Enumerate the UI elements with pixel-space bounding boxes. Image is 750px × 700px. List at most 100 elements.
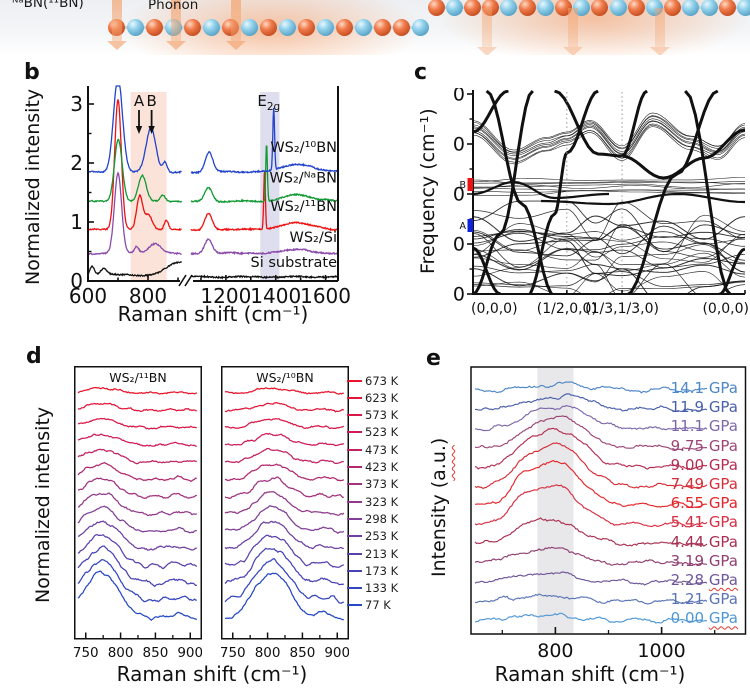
legend-line-swatch [347,552,362,555]
y-tick-label: 0 [70,269,83,293]
pressure-label: 14.1 GPa [562,379,738,397]
pressure-unit: GPa [708,398,738,417]
legend-line-swatch [347,517,362,520]
x-tick-label: 850 [143,645,169,661]
x-tick-label: 850 [290,645,316,661]
temperature-raman-svg-1: WS₂/¹⁰BN 750 800 850 900 [221,366,349,661]
spectrum-curve [87,261,183,278]
boron-atom [335,18,353,36]
x-tick-label: 800 [129,284,167,308]
pressure-trace [474,404,708,432]
boron-atom [427,0,445,16]
x-tick-label: 800 [255,645,281,661]
x-tick-label: 750 [221,645,246,661]
legend-line-swatch [347,500,362,503]
panel-e-y-axis-title: Intensity (a.u.) [428,392,450,622]
peak-annotation-letter: A [134,92,145,110]
legend-item: 298 K [347,510,398,527]
temperature-trace [224,547,344,586]
phonon-branch [473,115,745,153]
legend-line-swatch [347,535,362,538]
temperature-trace [224,572,344,621]
pressure-label: 3.19 GPa [562,552,738,570]
legend-item: 673 K [347,372,398,389]
temperature-trace [224,505,345,535]
phonon-branch [527,90,599,294]
nitrogen-atom [354,18,372,36]
temperature-trace [224,387,344,395]
raman-spectra-chart: 600 800 1200 1400 1600 0 1 2 3 A B E2g Si substrate W… [70,84,352,316]
pressure-label: 2.28 GPa [562,571,738,589]
pressure-trace [474,593,708,605]
pressure-label: 9.75 GPa [562,437,738,455]
boron-atom [718,0,736,16]
panel-b-x-axis-title: Raman shift (cm⁻¹) [117,302,309,326]
pressure-label: 4.44 GPa [562,533,738,551]
temperature-trace [77,433,197,447]
x-tick-label: 600 [70,284,107,308]
phonon-branch [473,246,501,294]
pressure-trace [474,517,708,547]
y-tick-label: 850 [452,134,465,156]
boron-atom [392,18,410,36]
pressure-value: 5.41 [670,513,709,532]
panel-c-y-axis-title: Frequency (cm⁻¹) [417,108,439,274]
legend-line-swatch [347,483,362,486]
phonon-branch [473,177,745,183]
pressure-raman-chart: 800 1000 [470,366,747,666]
phonon-arrow-icon [650,8,670,55]
phonon-dispersion-svg: 700 750 800 850 900 (0,0,0) (1/2,0,0)(1/3,1/3,… [452,88,749,317]
temperature-trace [77,402,197,413]
pressure-trace [474,427,708,471]
temperature-trace [77,461,197,483]
crystal-label: ᴺᵃBN(¹¹BN) [12,0,84,11]
x-tick-label: 900 [324,645,349,661]
phonon-branch [473,190,745,196]
boron-atom [627,0,645,16]
pressure-value: 9.00 [670,455,709,474]
phonon-branch [473,184,745,190]
legend-item: 253 K [347,528,398,545]
spectrum-curve [87,171,182,256]
temperature-trace [77,492,198,517]
legend-item: 573 K [347,407,398,424]
phonon-branch [473,244,745,283]
axis-break-slash [178,274,187,287]
phonon-branch [625,90,719,294]
phonon-branch [485,90,555,294]
pressure-unit: GPa [708,494,738,513]
spectrum-curve [190,145,338,204]
x-tick-label: 750 [74,645,99,661]
pressure-value: 0.00 [670,609,709,628]
mode-marker-label: B [459,180,466,191]
legend-temperature-label: 473 K [365,442,399,457]
panel-b-y-axis-title: Normalized intensity [22,88,44,285]
temperature-trace [77,417,197,430]
phonon-branch [473,271,745,288]
legend-item: 133 K [347,580,398,597]
pressure-trace [474,612,708,624]
panel-e-x-axis-title: Raman shift (cm⁻¹) [494,662,686,686]
mode-marker-label: A [460,221,467,232]
boron-atom [518,0,536,16]
nitrogen-atom [536,0,554,16]
panel-e-y-title-pre: Intensity ( [428,480,450,577]
spectrum-curve [87,85,182,175]
pressure-value: 1.21 [670,590,709,609]
boron-atom [482,0,500,16]
panel-d-x-axis-title: Raman shift (cm⁻¹) [116,662,308,686]
mode-marker-B [467,178,473,191]
pressure-unit: GPa [708,532,738,551]
phonon-branch [473,112,745,151]
legend-item: 373 K [347,476,398,493]
spectrum-curve [87,99,182,232]
temperature-trace [224,520,344,550]
series-label: WS₂/¹¹BN [270,199,337,215]
nitrogen-atom [736,0,750,16]
pressure-label: 6.55 GPa [562,494,738,512]
legend-line-swatch [347,604,362,607]
boron-atom [259,18,277,36]
temperature-trace [224,557,344,604]
boron-atom [463,0,481,16]
phonon-branch [473,126,745,165]
